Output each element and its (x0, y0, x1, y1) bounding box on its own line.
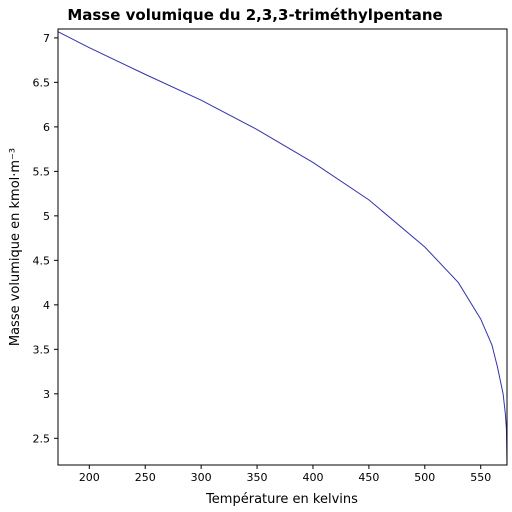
x-tick-label: 300 (191, 471, 212, 484)
y-tick-label: 3.5 (33, 343, 51, 356)
y-tick-label: 6.5 (33, 76, 51, 89)
plot-frame (57, 28, 508, 466)
y-axis-label: Masse volumique en kmol·m⁻³ (8, 148, 23, 346)
y-tick-label: 5.5 (33, 165, 51, 178)
series-line (57, 31, 508, 466)
x-tick-label: 500 (414, 471, 435, 484)
y-tick-label: 2.5 (33, 432, 51, 445)
tick-layer: 200 250 300 350 400 450 500 550 2.5 3 3.5 4 4.5 5 5.5 6… (33, 32, 492, 484)
chart-title: Masse volumique du 2,3,3-triméthylpentan… (67, 6, 442, 24)
y-tick-label: 4 (43, 299, 50, 312)
y-tick-label: 3 (43, 388, 50, 401)
x-tick-label: 550 (470, 471, 491, 484)
y-tick-label: 7 (43, 32, 50, 45)
x-axis-label: Température en kelvins (205, 492, 358, 507)
y-tick-label: 4.5 (33, 254, 51, 267)
x-tick-label: 350 (247, 471, 268, 484)
x-tick-label: 400 (302, 471, 323, 484)
y-tick-label: 6 (43, 121, 50, 134)
y-tick-label: 5 (43, 210, 50, 223)
x-tick-label: 200 (79, 471, 100, 484)
x-tick-label: 450 (358, 471, 379, 484)
x-tick-label: 250 (135, 471, 156, 484)
